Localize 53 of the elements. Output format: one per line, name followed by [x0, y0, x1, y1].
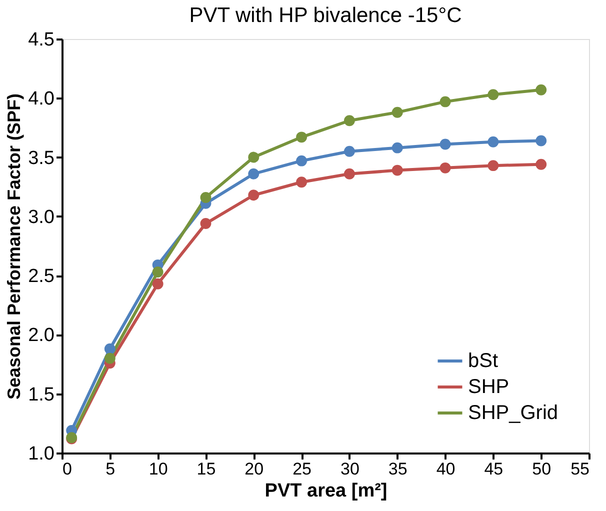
- point: [536, 158, 547, 170]
- point: [296, 155, 308, 166]
- point: [392, 106, 403, 118]
- y-tick-label: 2.5: [28, 266, 54, 288]
- y-axis-title: Seasonal Performance Factor (SPF): [4, 93, 24, 400]
- y-tick-label: 4.0: [28, 88, 54, 110]
- y-tick-label: 2.0: [28, 325, 54, 346]
- x-tick-label: 5: [106, 460, 116, 478]
- point: [536, 84, 547, 96]
- point: [344, 115, 355, 126]
- point: [488, 89, 499, 100]
- x-tick-label: 10: [148, 460, 168, 478]
- x-tick-label: 25: [292, 460, 312, 478]
- x-tick-label: 55: [570, 460, 590, 478]
- point: [248, 168, 260, 180]
- point: [488, 160, 499, 172]
- point: [344, 146, 355, 157]
- x-tick-label: 30: [340, 460, 360, 478]
- point: [536, 135, 547, 146]
- x-tick-label: 40: [436, 460, 456, 478]
- y-tick-label: 1.5: [28, 384, 54, 406]
- y-tick-label: 3.0: [28, 206, 54, 228]
- x-tick-label: 0: [62, 460, 72, 478]
- point: [392, 142, 403, 154]
- x-tick-label: 20: [244, 460, 264, 478]
- point: [296, 176, 308, 188]
- point: [296, 132, 308, 143]
- legend-label: SHP_Grid: [468, 402, 558, 424]
- point: [440, 162, 451, 174]
- x-tick-label: 45: [484, 460, 504, 478]
- legend-label: SHP: [468, 376, 510, 398]
- y-tick-label: 4.5: [28, 30, 54, 50]
- point: [248, 190, 260, 201]
- x-tick-label: 50: [532, 460, 552, 478]
- point: [152, 278, 164, 290]
- point: [200, 218, 212, 229]
- x-tick-label: 35: [388, 460, 408, 478]
- y-tick-label: 3.5: [28, 148, 54, 169]
- point: [440, 96, 451, 108]
- y-tick-label: 1.0: [28, 444, 54, 464]
- chart-title: PVT with HP bivalence -15°C: [189, 4, 462, 27]
- x-axis-title: PVT area [m²]: [264, 480, 388, 502]
- point: [440, 138, 451, 150]
- point: [488, 136, 499, 148]
- x-tick-label: 15: [196, 460, 216, 478]
- point: [248, 152, 260, 163]
- point: [392, 164, 403, 176]
- point: [344, 168, 355, 180]
- point: [152, 266, 164, 278]
- point: [104, 343, 116, 354]
- point: [200, 192, 212, 203]
- legend-label: bSt: [468, 350, 498, 372]
- point: [104, 352, 116, 364]
